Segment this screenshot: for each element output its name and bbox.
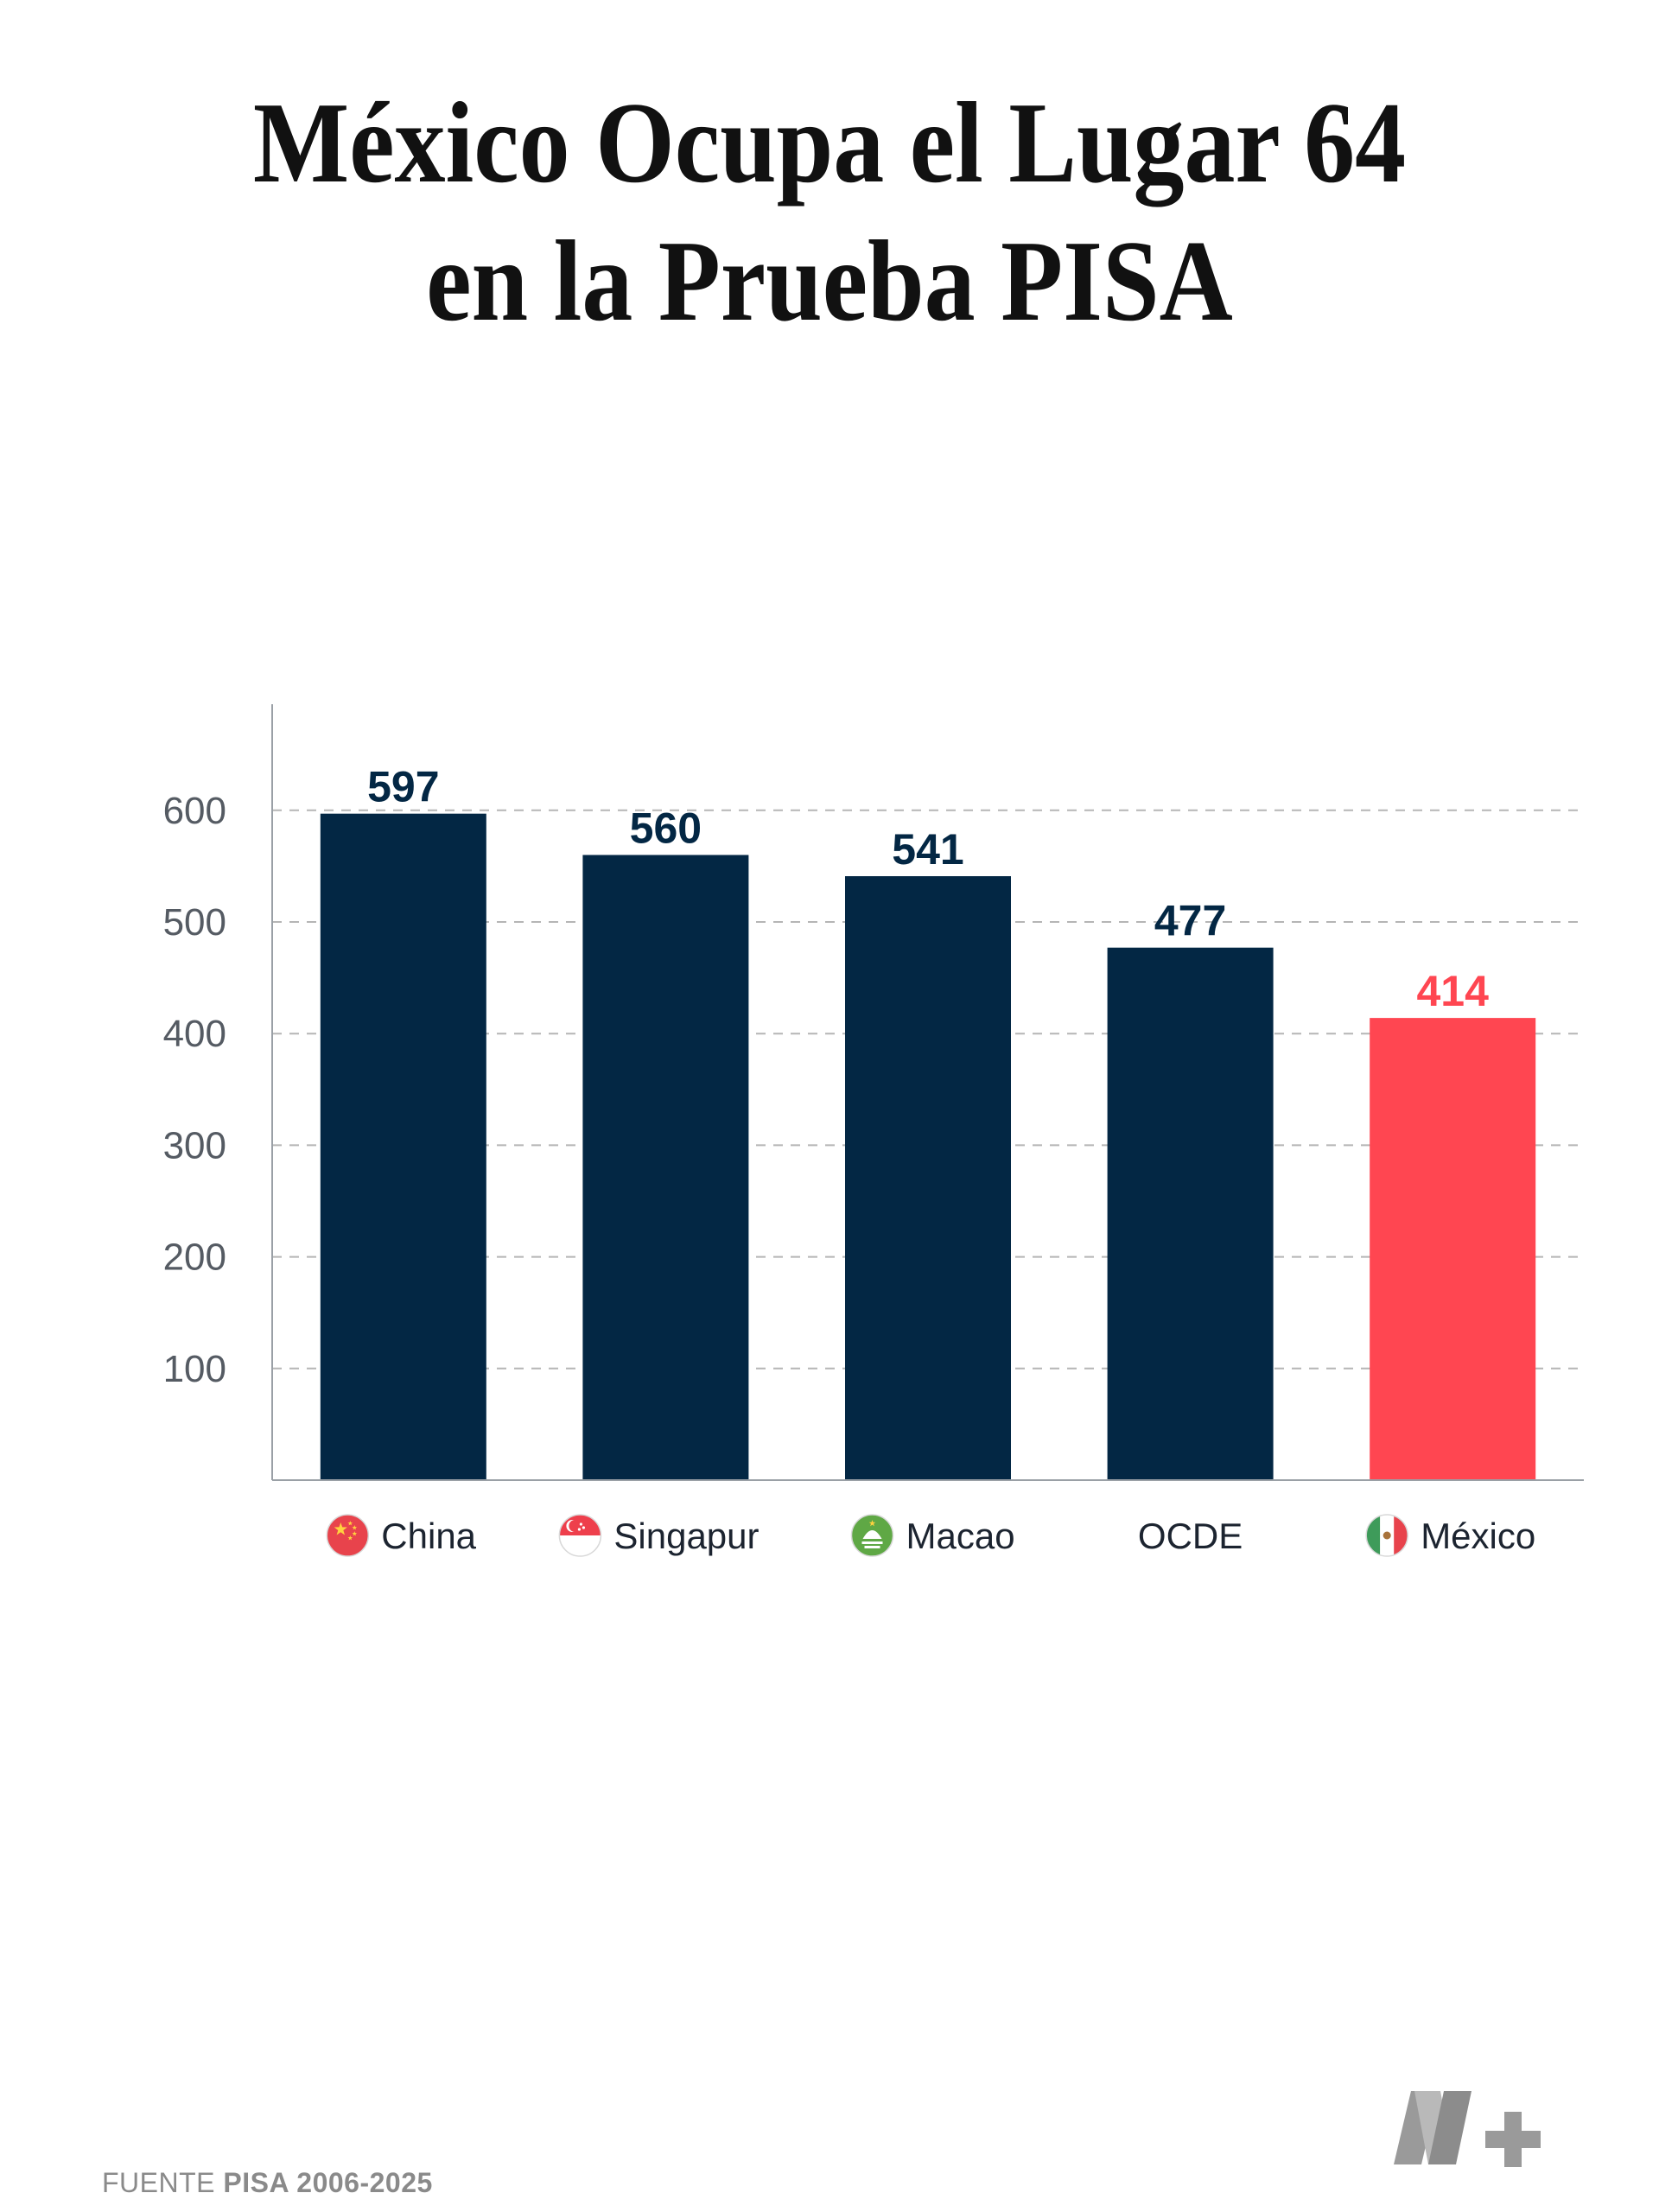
axes	[271, 704, 1584, 1481]
chart-title-line-1: México Ocupa el Lugar 64	[252, 79, 1407, 207]
mexico-flag-icon	[1365, 1514, 1408, 1557]
data-label: 477	[1154, 897, 1226, 945]
bar-0	[320, 813, 486, 1480]
chart-title: México Ocupa el Lugar 64 en la Prueba PI…	[99, 73, 1560, 350]
x-tick-label: Singapur	[613, 1516, 759, 1556]
logo-plus-horizontal	[1485, 2131, 1541, 2148]
y-tick-label: 400	[163, 1013, 226, 1055]
x-tick-2: Macao	[850, 1514, 1015, 1557]
x-tick-3: OCDE	[1138, 1516, 1243, 1556]
data-label: 597	[367, 763, 439, 811]
x-tick-label: Macao	[906, 1516, 1015, 1556]
macao-flag-icon	[850, 1514, 894, 1557]
data-label: 560	[630, 804, 702, 852]
source-prefix: FUENTE	[102, 2167, 215, 2198]
data-label: 414	[1416, 967, 1489, 1015]
x-tick-label: China	[381, 1516, 476, 1556]
n-plus-logo	[1394, 2091, 1541, 2167]
x-tick-1: Singapur	[558, 1514, 760, 1557]
logo-n-right	[1428, 2091, 1471, 2164]
bar-2	[845, 876, 1011, 1480]
x-tick-labels: China Singapur Macao OCDE México	[326, 1514, 1535, 1557]
gridlines	[272, 809, 1584, 1370]
data-labels: 597 560 541 477 414	[367, 763, 1489, 1015]
y-tick-labels: 100 200 300 400 500 600	[163, 790, 226, 1390]
bar-3	[1107, 947, 1274, 1480]
china-flag-icon	[326, 1514, 370, 1557]
chart-title-line-2: en la Prueba PISA	[426, 217, 1233, 345]
source-name: PISA 2006-2025	[223, 2167, 433, 2198]
singapore-flag-icon	[558, 1514, 602, 1557]
x-tick-4: México	[1365, 1514, 1535, 1557]
y-tick-label: 200	[163, 1236, 226, 1279]
x-tick-label: México	[1421, 1516, 1535, 1556]
bar-1	[582, 855, 749, 1480]
source-note: FUENTE PISA 2006-2025	[102, 2167, 433, 2199]
data-label: 541	[892, 825, 963, 874]
y-tick-label: 500	[163, 901, 226, 944]
y-tick-label: 600	[163, 790, 226, 832]
y-tick-label: 300	[163, 1124, 226, 1166]
bar-4	[1370, 1018, 1536, 1480]
bars	[320, 813, 1536, 1480]
x-tick-label: OCDE	[1138, 1516, 1243, 1556]
y-tick-label: 100	[163, 1348, 226, 1390]
x-tick-0: China	[326, 1514, 477, 1557]
